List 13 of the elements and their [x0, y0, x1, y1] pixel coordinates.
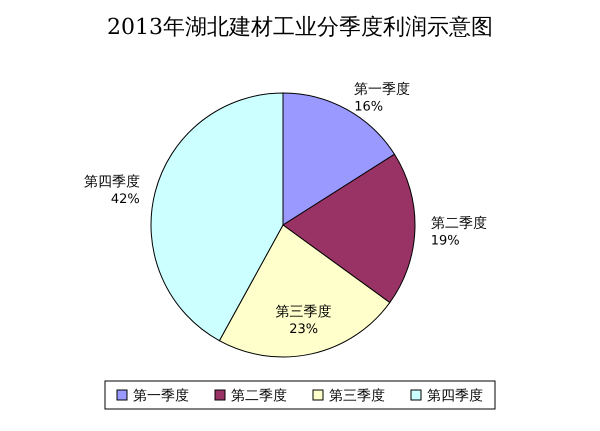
legend-label: 第二季度 [231, 388, 287, 404]
chart-title: 2013年湖北建材工业分季度利润示意图 [107, 15, 493, 40]
legend-label: 第一季度 [133, 388, 189, 404]
slice-label: 第二季度 [430, 216, 487, 232]
legend-label: 第四季度 [427, 388, 483, 404]
legend-label: 第三季度 [329, 388, 385, 404]
slice-label: 第一季度 [354, 81, 410, 98]
data-label: 23% [289, 322, 318, 337]
slice-label: 第四季度 [84, 174, 140, 190]
slice-label: 第三季度 [276, 304, 332, 320]
data-label: 19% [430, 234, 460, 249]
data-label: 16% [354, 99, 384, 114]
data-label: 42% [110, 192, 140, 208]
